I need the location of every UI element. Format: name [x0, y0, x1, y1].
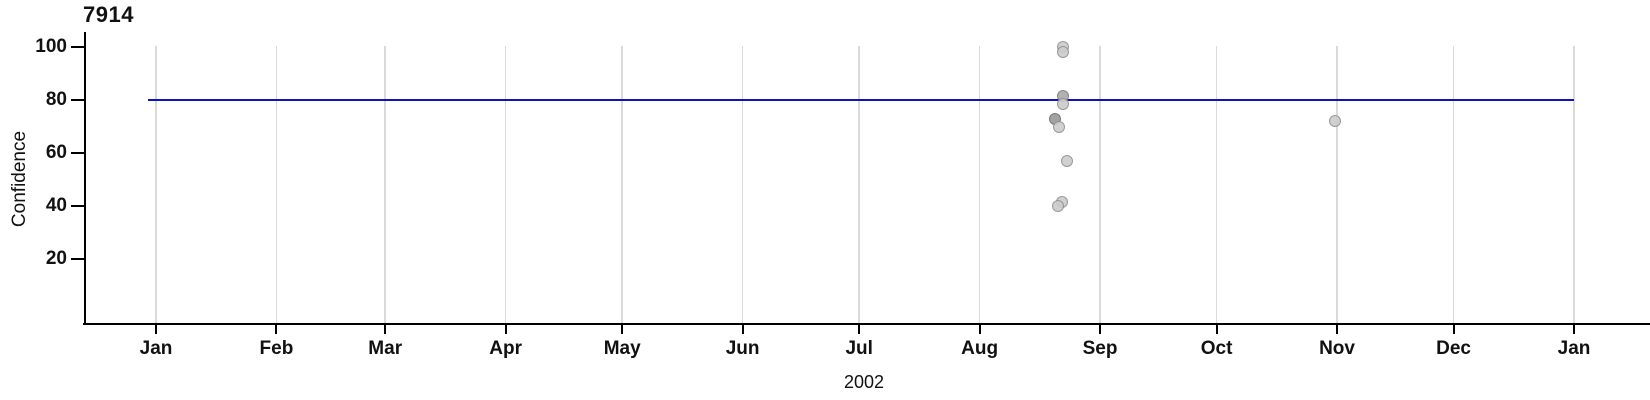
month-gridline [275, 46, 278, 323]
month-gridline [1452, 46, 1455, 323]
x-tick-label: Feb [259, 338, 294, 359]
y-tick-label: 60 [45, 142, 67, 163]
month-gridline [1099, 46, 1101, 323]
x-tick [1336, 325, 1339, 334]
x-axis-year-label: 2002 [843, 372, 885, 392]
chart-title: 7914 [83, 2, 134, 27]
y-axis-line [84, 32, 86, 325]
x-tick [275, 325, 278, 334]
y-tick-label: 100 [35, 36, 67, 57]
x-tick [621, 325, 624, 334]
y-tick [71, 152, 84, 154]
x-tick-label: Jan [139, 338, 173, 359]
y-tick-label: 20 [45, 248, 67, 269]
x-tick-label: Jun [725, 338, 760, 359]
y-tick-label: 80 [45, 89, 67, 110]
month-gridline [504, 46, 507, 323]
scatter-point [1329, 115, 1342, 128]
x-tick [1452, 325, 1455, 334]
x-tick-label: Aug [961, 338, 999, 359]
x-tick-label: Jan [1557, 338, 1591, 359]
y-tick [71, 99, 84, 101]
x-tick-label: Mar [368, 338, 403, 359]
scatter-point [1056, 97, 1069, 110]
y-tick-label: 40 [45, 195, 67, 216]
month-gridline [1573, 46, 1575, 323]
x-tick [384, 325, 387, 334]
x-tick [155, 325, 157, 334]
month-gridline [621, 46, 623, 323]
x-tick [1573, 325, 1576, 334]
y-tick [71, 46, 84, 48]
x-tick-label: Nov [1319, 338, 1355, 359]
x-tick [978, 325, 981, 334]
x-axis-line [83, 323, 1650, 325]
month-gridline [384, 46, 386, 323]
month-gridline [1215, 46, 1218, 323]
scatter-point [1060, 154, 1073, 167]
x-tick-label: Jul [845, 338, 873, 359]
scatter-point [1052, 120, 1065, 133]
month-gridline [858, 46, 860, 323]
scatter-point [1056, 46, 1069, 59]
x-tick-label: Sep [1082, 338, 1118, 359]
scatter-point [1052, 200, 1065, 212]
x-tick [504, 325, 507, 334]
month-gridline [1336, 46, 1338, 323]
x-tick-label: May [603, 338, 641, 359]
y-tick [71, 258, 84, 260]
x-tick [1215, 325, 1218, 334]
reference-line [148, 99, 1575, 101]
x-tick [1099, 325, 1102, 334]
month-gridline [741, 46, 744, 323]
x-tick-label: Oct [1200, 338, 1233, 359]
y-tick [71, 205, 84, 207]
x-tick [741, 325, 744, 334]
month-gridline [155, 46, 157, 323]
x-tick [858, 325, 861, 334]
x-tick-label: Dec [1436, 338, 1471, 359]
x-tick-label: Apr [489, 338, 522, 359]
month-gridline [978, 46, 981, 323]
